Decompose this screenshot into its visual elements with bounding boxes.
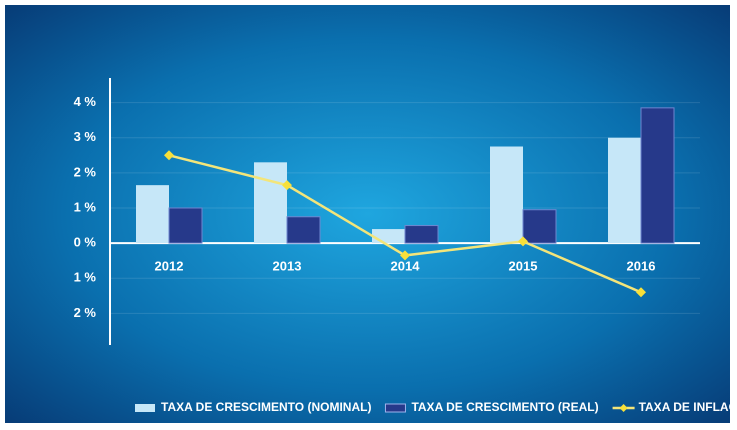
legend-label: TAXA DE INFLAÇÃO <box>639 399 737 414</box>
x-tick-label: 2015 <box>509 259 538 274</box>
line-marker <box>164 150 174 161</box>
x-tick-label: 2012 <box>155 259 184 274</box>
bar <box>640 107 675 244</box>
y-tick-label: 0 % <box>74 235 97 250</box>
y-tick-label: 1 % <box>74 270 97 285</box>
bar <box>254 162 287 244</box>
bar <box>372 229 405 244</box>
bar <box>404 225 439 244</box>
bar <box>608 137 641 244</box>
line-marker <box>282 180 292 191</box>
legend-label: TAXA DE CRESCIMENTO (REAL) <box>411 400 598 414</box>
y-tick-label: 2 % <box>74 305 97 320</box>
line-marker <box>636 287 646 298</box>
bar <box>490 146 523 244</box>
bar <box>136 185 169 244</box>
x-tick-label: 2014 <box>391 259 421 274</box>
y-tick-label: 3 % <box>74 129 97 144</box>
x-tick-label: 2013 <box>273 259 302 274</box>
legend-swatch <box>384 403 406 413</box>
legend-swatch <box>135 404 155 412</box>
line-marker <box>518 236 528 247</box>
bar <box>286 216 321 244</box>
y-tick-label: 1 % <box>74 199 97 214</box>
x-tick-label: 2016 <box>627 259 656 274</box>
bar <box>522 209 557 244</box>
legend-swatch-marker <box>619 404 628 412</box>
bar <box>168 207 203 244</box>
legend-label: TAXA DE CRESCIMENTO (NOMINAL) <box>161 400 371 414</box>
y-tick-label: 2 % <box>74 164 97 179</box>
line-marker <box>400 250 410 261</box>
y-tick-label: 4 % <box>74 94 97 109</box>
